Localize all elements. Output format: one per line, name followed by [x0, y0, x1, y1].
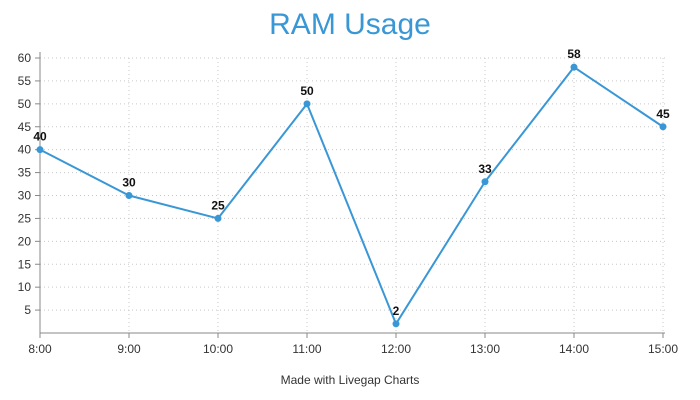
data-label: 33: [478, 162, 492, 176]
footer-note: Made with Livegap Charts: [280, 373, 420, 387]
grid-layer: [39, 57, 665, 333]
x-tick-label: 11:00: [292, 342, 321, 356]
data-point: [214, 214, 222, 222]
x-tick-label: 15:00: [648, 342, 678, 356]
data-point: [481, 178, 489, 186]
x-tick-label: 9:00: [117, 342, 141, 356]
data-label: 58: [567, 47, 581, 61]
y-tick-label: 30: [18, 189, 32, 203]
y-tick-label: 60: [18, 51, 32, 65]
data-point: [570, 63, 578, 71]
data-label: 45: [656, 107, 670, 121]
x-tick-label: 13:00: [470, 342, 500, 356]
x-tick-label: 8:00: [28, 342, 52, 356]
data-label: 40: [33, 130, 47, 144]
series-line: [39, 66, 664, 325]
y-tick-label: 20: [18, 234, 32, 248]
x-tick-label: 14:00: [559, 342, 589, 356]
y-tick-label: 55: [18, 74, 32, 88]
data-label: 30: [122, 176, 136, 190]
data-point: [392, 320, 400, 328]
y-tick-label: 50: [18, 97, 32, 111]
y-tick-label: 5: [24, 303, 31, 317]
data-label: 2: [393, 304, 400, 318]
chart-title: RAM Usage: [269, 8, 431, 41]
data-point: [125, 192, 133, 199]
series-layer: [36, 63, 667, 328]
data-label: 25: [211, 198, 225, 212]
data-point: [659, 123, 667, 131]
data-point: [303, 100, 311, 108]
x-tick-label: 10:00: [203, 342, 233, 356]
y-tick-label: 15: [18, 257, 32, 271]
y-tick-label: 40: [18, 143, 32, 157]
y-tick-label: 10: [18, 280, 32, 294]
data-point: [36, 146, 44, 154]
label-layer: 40 30 25 50 2 33 58 45: [33, 47, 670, 318]
y-tick-label: 35: [18, 166, 32, 180]
data-label: 50: [300, 84, 314, 98]
y-tick-label: 45: [18, 120, 32, 134]
x-tick-label: 12:00: [381, 342, 411, 356]
y-tick-label: 25: [18, 211, 32, 225]
